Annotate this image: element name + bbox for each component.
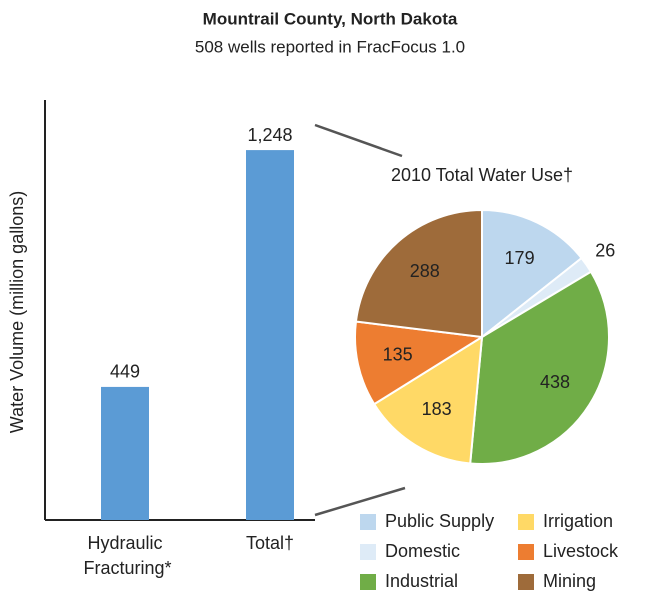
data-label: 26 [595,241,615,261]
pie-title: 2010 Total Water Use† [391,165,573,185]
legend-swatch [518,574,534,590]
legend-swatch [518,514,534,530]
legend-label: Livestock [543,541,619,561]
legend-swatch [360,514,376,530]
pie-slice [354,320,485,406]
data-label: 1,248 [247,125,292,145]
data-label: 179 [505,248,535,268]
pie-slice [354,208,483,339]
x-tick-label: Hydraulic Fracturing* [78,533,171,578]
connector-line [314,123,403,158]
legend-swatch [360,544,376,560]
legend-swatch [518,544,534,560]
y-axis-label: Water Volume (million gallons) [7,191,27,433]
x-tick-label: Total† [246,533,294,553]
legend-label: Industrial [385,571,458,591]
pie-slice [372,335,484,465]
pie-slice [469,270,610,465]
legend-label: Public Supply [385,511,494,531]
data-label: 183 [422,399,452,419]
connector-line [314,486,406,517]
data-label: 288 [410,261,440,281]
data-label: 438 [540,372,570,392]
pie-slice [481,208,583,340]
data-label: 449 [110,362,140,382]
chart-subtitle: 508 wells reported in FracFocus 1.0 [195,37,465,56]
legend-swatch [360,574,376,590]
data-label: 135 [383,344,413,364]
chart-title: Mountrail County, North Dakota [203,9,458,28]
legend-label: Domestic [385,541,460,561]
bar [246,150,294,520]
bar [101,386,149,520]
legend-label: Mining [543,571,596,591]
legend-label: Irrigation [543,511,613,531]
